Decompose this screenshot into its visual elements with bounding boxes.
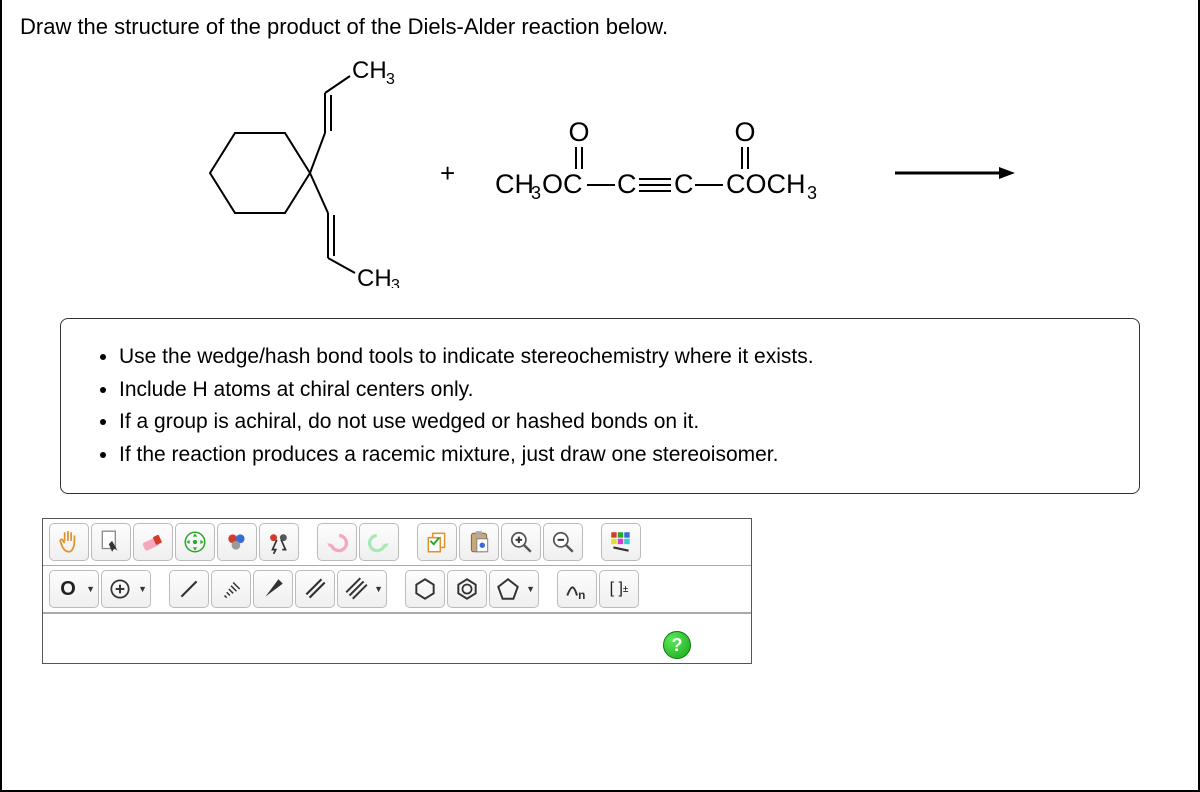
ring-cyclohexane[interactable]	[405, 570, 445, 608]
svg-text:OC: OC	[542, 169, 583, 199]
plus-sign: +	[440, 158, 455, 189]
instruction-item: Include H atoms at chiral centers only.	[119, 374, 1111, 407]
svg-text:3: 3	[807, 183, 817, 203]
charge-picker[interactable]: ▼	[101, 570, 151, 608]
dienophile-structure: O O CH3 OC C C COCH3	[495, 113, 855, 233]
svg-text:3: 3	[386, 71, 395, 88]
zoom-in-button[interactable]	[501, 523, 541, 561]
toolbar-row-1	[43, 519, 751, 566]
svg-text:O: O	[735, 117, 756, 147]
svg-text:CH: CH	[352, 58, 387, 84]
instruction-item: If the reaction produces a racemic mixtu…	[119, 439, 1111, 472]
help-button[interactable]: ?	[663, 631, 691, 659]
reaction-scheme: CH3 CH3 + O O CH3 OC C	[20, 58, 1180, 288]
select-tool[interactable]	[91, 523, 131, 561]
svg-text:n: n	[578, 588, 585, 602]
bond-triple[interactable]: ▼	[337, 570, 387, 608]
instructions-box: Use the wedge/hash bond tools to indicat…	[60, 318, 1140, 494]
bracket-tool[interactable]: [ ]±	[599, 570, 639, 608]
svg-text:C: C	[674, 169, 694, 199]
zoom-out-button[interactable]	[543, 523, 583, 561]
svg-text:O: O	[569, 117, 590, 147]
template-tool[interactable]	[259, 523, 299, 561]
structure-editor: O▼ ▼ ▼ ▼ n [ ]± ?	[42, 518, 752, 664]
toolbar-row-2: O▼ ▼ ▼ ▼ n [ ]±	[43, 566, 751, 613]
svg-text:3: 3	[391, 277, 400, 288]
drawing-canvas[interactable]: ?	[43, 613, 751, 663]
svg-text:CH: CH	[357, 265, 392, 288]
clean-tool[interactable]	[217, 523, 257, 561]
svg-text:C: C	[617, 169, 637, 199]
erase-tool[interactable]	[133, 523, 173, 561]
svg-text:COCH: COCH	[726, 169, 806, 199]
svg-text:3: 3	[531, 183, 541, 203]
reaction-arrow	[895, 158, 1015, 188]
bond-wedge[interactable]	[253, 570, 293, 608]
color-tool[interactable]	[601, 523, 641, 561]
instruction-item: Use the wedge/hash bond tools to indicat…	[119, 341, 1111, 374]
instruction-item: If a group is achiral, do not use wedged…	[119, 406, 1111, 439]
copy-button[interactable]	[417, 523, 457, 561]
move-tool[interactable]	[175, 523, 215, 561]
diene-structure: CH3 CH3	[170, 58, 400, 288]
chain-tool[interactable]: n	[557, 570, 597, 608]
paste-button[interactable]	[459, 523, 499, 561]
pan-tool[interactable]	[49, 523, 89, 561]
bond-single[interactable]	[169, 570, 209, 608]
ring-cyclopentane[interactable]: ▼	[489, 570, 539, 608]
bond-double[interactable]	[295, 570, 335, 608]
ring-benzene[interactable]	[447, 570, 487, 608]
atom-picker[interactable]: O▼	[49, 570, 99, 608]
svg-text:CH: CH	[495, 169, 534, 199]
question-prompt: Draw the structure of the product of the…	[20, 14, 1180, 40]
bond-hash[interactable]	[211, 570, 251, 608]
redo-button[interactable]	[359, 523, 399, 561]
undo-button[interactable]	[317, 523, 357, 561]
